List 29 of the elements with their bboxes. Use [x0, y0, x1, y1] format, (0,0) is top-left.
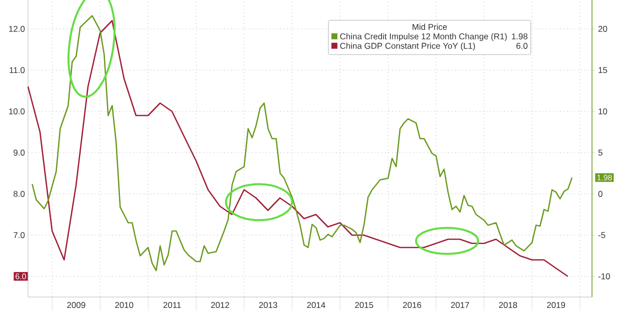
y2-tick-label: 5 — [598, 150, 602, 156]
y-tick-label: 9.0 — [14, 150, 25, 156]
x-tick-label: 2012 — [211, 302, 230, 308]
y-tick-label: 7.0 — [14, 232, 25, 238]
y2-tick-label: -10 — [598, 273, 610, 280]
x-tick-label: 2019 — [547, 302, 566, 308]
x-tick-label: 2018 — [499, 302, 518, 308]
y2-tick-label: 15 — [598, 67, 608, 74]
x-tick-label: 2014 — [307, 302, 326, 308]
y-tick-label: 12.0 — [9, 26, 25, 32]
y-tick-label: 11.0 — [10, 67, 25, 74]
annotation: 1.98 — [512, 33, 528, 40]
annotation: 6.0 — [516, 42, 528, 49]
legend-label: China Credit Impulse 12 Month Change (R1) — [340, 33, 507, 42]
y2-tick-label: 0 — [598, 190, 602, 197]
y2-tick-label: 10 — [598, 108, 608, 114]
legend-label: China GDP Constant Price YoY (L1) — [340, 42, 475, 51]
y2-tick-label: 20 — [598, 26, 608, 32]
y-tick-label: 8.0 — [14, 190, 25, 197]
x-tick-label: 2016 — [403, 302, 422, 308]
x-tick-label: 2011 — [163, 302, 181, 308]
x-tick-label: 2010 — [115, 302, 134, 308]
y-tick-label: 10.0 — [9, 108, 25, 114]
x-tick-label: 2013 — [259, 302, 278, 308]
legend-title: Mid Price — [412, 24, 447, 30]
x-tick-label: 2009 — [67, 302, 86, 308]
y2-tick-label: -5 — [598, 232, 606, 238]
x-tick-label: 2015 — [355, 302, 374, 308]
x-tick-label: 2017 — [451, 302, 470, 308]
